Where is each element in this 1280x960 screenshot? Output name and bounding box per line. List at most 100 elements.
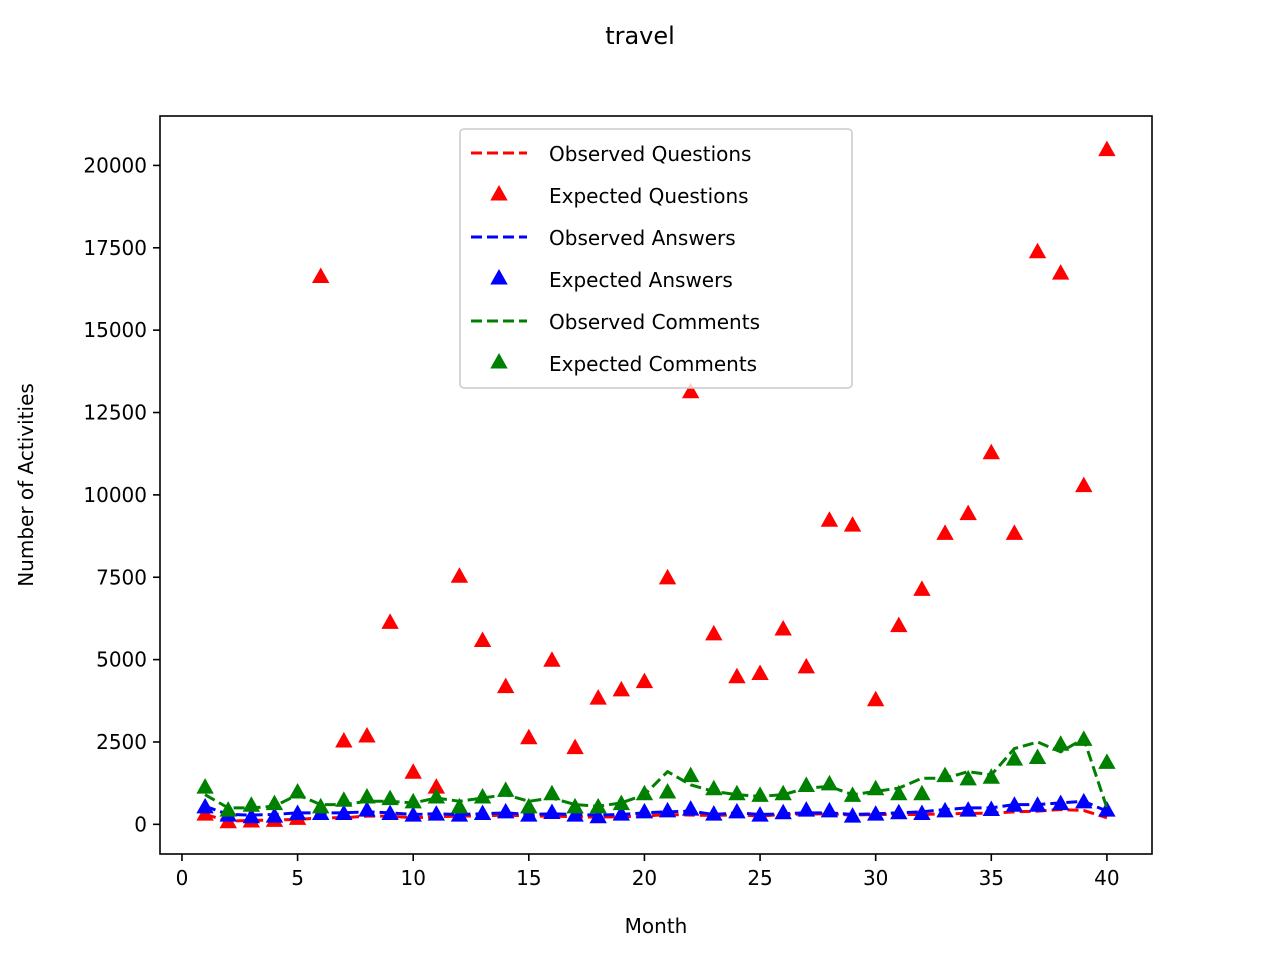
expected-comments-point [936,766,954,783]
y-tick-label: 5000 [96,648,147,672]
expected-questions-point [1005,524,1024,540]
expected-comments-point [705,779,723,796]
legend-swatch-expected-comments [490,353,508,369]
expected-answers-point [866,805,885,821]
chart-title: travel [605,22,675,50]
expected-questions-point [705,624,723,641]
expected-answers-point [196,797,214,814]
x-axis-label: Month [625,914,688,938]
observed-questions-series [204,808,1108,823]
expected-comments-point [312,797,330,814]
expected-questions-point [496,677,515,694]
expected-answers-point [566,806,584,822]
expected-comments-point [635,784,654,801]
y-axis: 0 2500 5000 7500 10000 12500 15000 17500 20000 [83,153,160,836]
expected-questions-point [1028,242,1047,259]
expected-comments-point [890,784,908,801]
expected-answers-point [404,806,422,822]
expected-questions-point [450,567,469,583]
expected-comments-point [797,776,816,792]
expected-answers-point [728,802,746,819]
expected-comments-point [196,778,214,794]
expected-comments-point [612,794,631,811]
legend-label-observed-questions: Observed Questions [549,142,751,166]
x-tick-label: 30 [863,866,888,890]
y-tick-label: 12500 [83,401,147,425]
x-tick-label: 35 [979,866,1004,890]
x-tick-label: 40 [1094,866,1119,890]
expected-questions-point [658,568,677,585]
x-tick-label: 10 [400,866,425,890]
expected-questions-point [982,443,1000,460]
expected-comments-point [1075,730,1093,746]
expected-comments-point [1098,753,1116,769]
expected-comments-point [358,787,376,804]
observed-answers-line [204,799,1108,817]
expected-comments-point [681,766,700,783]
expected-comments-point [427,787,446,804]
expected-answers-point [681,800,700,816]
expected-questions-point [728,667,746,684]
expected-answers-point [658,801,677,818]
expected-questions-point [681,382,700,399]
expected-questions-point [612,680,631,697]
legend-box [459,128,853,389]
expected-answers-point [358,801,376,817]
y-tick-label: 15000 [83,318,147,342]
expected-comments-series [196,730,1116,817]
expected-questions-point [473,631,492,647]
x-tick-label: 25 [747,866,772,890]
expected-questions-point [797,657,816,674]
legend-swatch-expected-questions [490,185,508,201]
expected-questions-point [335,731,353,748]
expected-comments-point [473,787,492,804]
legend-swatch-expected-answers [490,269,508,285]
expected-answers-point [820,801,839,818]
expected-questions-point [635,672,654,689]
expected-comments-point [288,783,307,799]
observed-comments-series [204,736,1109,810]
plot-area [159,115,1153,855]
expected-answers-point [450,806,469,822]
expected-questions-point [566,738,584,755]
expected-answers-point [265,807,284,823]
series-layer [196,140,1116,829]
expected-questions-point [358,727,376,743]
expected-comments-point [381,789,399,806]
expected-comments-point [589,797,607,814]
expected-answers-point [520,806,538,822]
expected-questions-point [520,728,538,745]
x-axis: 0 5 10 15 20 25 30 35 40 [176,854,1120,890]
expected-questions-point [936,524,954,540]
expected-comments-point [265,794,284,811]
expected-answers-point [473,804,492,820]
expected-comments-point [219,801,237,817]
y-tick-label: 20000 [83,153,147,177]
x-tick-label: 20 [632,866,657,890]
expected-comments-point [959,769,977,786]
expected-answers-point [890,803,908,820]
expected-answers-point [381,804,399,820]
legend-label-expected-answers: Expected Answers [549,268,733,292]
expected-questions-point [913,580,931,596]
expected-comments-point [843,786,862,802]
expected-answers-point [1005,796,1024,812]
expected-questions-point [959,504,977,521]
x-tick-label: 15 [516,866,541,890]
expected-answers-point [797,801,816,817]
expected-comments-point [913,784,931,801]
expected-answers-point [936,801,954,818]
expected-questions-point [866,690,885,707]
expected-answers-point [774,803,792,820]
expected-questions-point [427,778,446,794]
legend-label-expected-questions: Expected Questions [549,184,749,208]
expected-answers-point [751,806,769,822]
expected-questions-point [312,267,330,283]
legend-items: Observed Questions Expected Questions Obse… [471,142,760,376]
expected-answers-point [1098,801,1116,817]
expected-comments-point [1005,750,1024,766]
expected-answers-point [1051,794,1070,811]
expected-answers-point [913,804,931,820]
expected-comments-point [242,796,261,812]
expected-comments-point [566,797,584,814]
